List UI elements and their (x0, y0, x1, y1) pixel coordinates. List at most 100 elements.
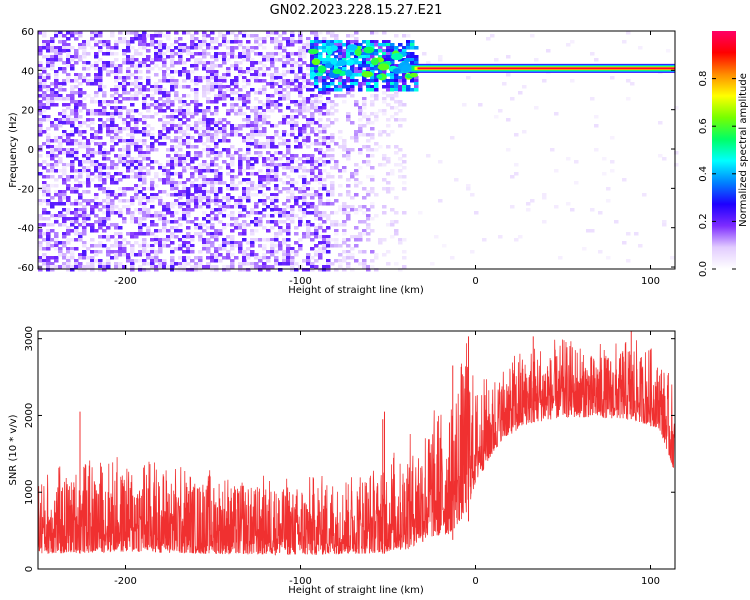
spectrogram-cell (114, 253, 119, 257)
spectrogram-cell (270, 55, 275, 59)
spectrogram-cell (178, 55, 183, 59)
spectrogram-cell (214, 79, 219, 83)
spectrogram-cell (58, 82, 63, 86)
spectrogram-cell (242, 52, 247, 56)
spectrogram-cell (266, 109, 271, 113)
spectrogram-cell (106, 259, 111, 263)
spectrogram-cell (186, 166, 191, 170)
spectrogram-cell (58, 46, 63, 50)
spectrogram-cell (386, 52, 391, 56)
spectrogram-cell (106, 208, 111, 212)
spectrogram-cell (334, 220, 339, 224)
spectrogram-cell (314, 121, 319, 125)
spectrogram-cell (342, 139, 347, 143)
spectrogram-cell (178, 262, 183, 266)
spectrogram-cell (294, 73, 299, 77)
spectrogram-cell (66, 199, 71, 203)
spectrogram-cell (210, 184, 215, 188)
spectrogram-cell (274, 169, 279, 173)
spectrogram-cell (102, 106, 107, 110)
spectrogram-cell (206, 46, 211, 50)
spectrogram-cell (66, 46, 71, 50)
spectrogram-cell (194, 145, 199, 149)
spectrogram-cell (478, 103, 483, 107)
spectrogram-cell (126, 232, 131, 236)
spectrogram-cell (266, 121, 271, 125)
spectrogram-cell (266, 157, 271, 161)
spectrogram-cell (218, 130, 223, 134)
spectrogram-cell (366, 217, 371, 221)
spectrogram-cell (238, 196, 243, 200)
spectrogram-cell (334, 163, 339, 167)
spectrogram-cell (302, 202, 307, 206)
spectrogram-cell (62, 139, 67, 143)
spectrogram-cell (166, 193, 171, 197)
spectrogram-cell (298, 55, 303, 59)
spectrogram-cell (326, 58, 331, 62)
spectrogram-cell (310, 232, 315, 236)
spectrogram-cell (258, 118, 263, 122)
spectrogram-cell (194, 91, 199, 95)
spectrogram-cell (58, 241, 63, 245)
spectrogram-cell (354, 130, 359, 134)
spectrogram-cell (242, 214, 247, 218)
spectrogram-cell (50, 67, 55, 71)
spectrogram-cell (342, 250, 347, 254)
spectrogram-cell (566, 157, 571, 161)
spectrogram-cell (102, 190, 107, 194)
spectrogram-cell (186, 151, 191, 155)
spectrogram-cell (106, 127, 111, 131)
spectrogram-cell (90, 250, 95, 254)
spectrogram-cell (62, 88, 67, 92)
spectrogram-cell (134, 49, 139, 53)
spectrogram-cell (246, 142, 251, 146)
spectrogram-cell (122, 58, 127, 62)
spectrogram-cell (550, 148, 555, 152)
spectrogram-cell (310, 67, 315, 71)
spectrogram-cell (386, 187, 391, 191)
spectrogram-cell (70, 91, 75, 95)
spectrogram-cell (198, 190, 203, 194)
spectrogram-cell (114, 109, 119, 113)
spectrogram-cell (90, 223, 95, 227)
spectrogram-cell (62, 103, 67, 107)
spectrogram-cell (278, 157, 283, 161)
spectrogram-cell (210, 31, 215, 35)
spectrogram-cell (222, 94, 227, 98)
spectrogram-cell (306, 136, 311, 140)
spectrogram-cell (262, 130, 267, 134)
spectrogram-cell (186, 154, 191, 158)
spectrogram-cell (38, 109, 43, 113)
spectrogram-cell (50, 238, 55, 242)
spectrogram-cell (98, 85, 103, 89)
spectrogram-cell (282, 229, 287, 233)
spectrogram-cell (162, 61, 167, 65)
spectrogram-cell (182, 100, 187, 104)
spectrogram-cell (50, 61, 55, 65)
spectrogram-cell (318, 175, 323, 179)
spectrogram-cell (202, 40, 207, 44)
spectrogram-cell (234, 40, 239, 44)
spectrogram-cell (114, 250, 119, 254)
spectrogram-cell (98, 268, 103, 272)
spectrogram-cell (218, 91, 223, 95)
spectrogram-cell (46, 139, 51, 143)
spectrogram-cell (58, 40, 63, 44)
spectrogram-cell (402, 73, 407, 77)
spectrogram-cell (242, 49, 247, 53)
spectrogram-cell (42, 82, 47, 86)
spectrogram-cell (102, 157, 107, 161)
spectrogram-cell (66, 262, 71, 266)
spectrogram-cell (298, 190, 303, 194)
spectrogram-cell (254, 256, 259, 260)
spectrogram-cell (286, 82, 291, 86)
spectrogram-cell (302, 160, 307, 164)
spectrogram-cell (194, 232, 199, 236)
spectrogram-cell (54, 184, 59, 188)
spectrogram-cell (94, 253, 99, 257)
spectrogram-cell (98, 109, 103, 113)
spectrogram-cell (394, 94, 399, 98)
spectrogram-cell (258, 133, 263, 137)
spectrogram-cell (38, 268, 43, 272)
spectrogram-cell (398, 238, 403, 242)
